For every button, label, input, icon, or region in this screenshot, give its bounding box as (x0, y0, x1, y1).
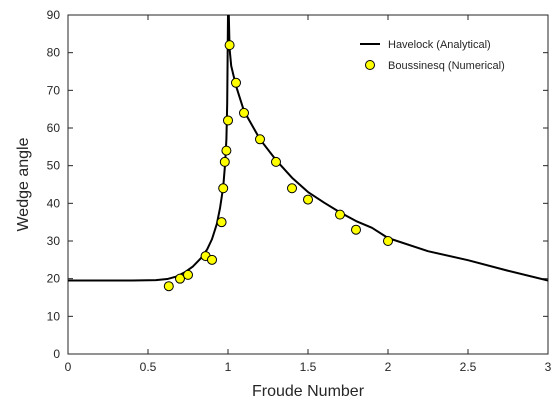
legend-label-havelock: Havelock (Analytical) (388, 39, 491, 51)
legend: Havelock (Analytical) Boussinesq (Numeri… (352, 32, 542, 84)
scatter-point (255, 134, 265, 145)
x-tick-label: 2 (385, 360, 392, 374)
scatter-point (231, 77, 241, 88)
y-tick-label: 30 (47, 234, 61, 248)
scatter-point (163, 281, 174, 292)
scatter-point (183, 269, 193, 280)
scatter-point (287, 183, 297, 194)
scatter-point (175, 273, 185, 284)
y-tick-label: 70 (47, 83, 61, 97)
scatter-point (216, 217, 227, 228)
legend-label-boussinesq: Boussinesq (Numerical) (388, 60, 505, 72)
y-tick-label: 80 (47, 46, 61, 60)
legend-box (352, 32, 542, 84)
scatter-point (239, 107, 249, 118)
x-axis-title: Froude Number (252, 383, 365, 400)
y-tick-label: 50 (47, 159, 61, 173)
legend-marker-swatch (365, 60, 375, 70)
scatter-point (303, 194, 313, 205)
y-tick-label: 10 (47, 309, 61, 323)
scatter-point (351, 224, 361, 235)
x-tick-label: 0 (65, 360, 72, 374)
scatter-point (219, 156, 230, 167)
x-tick-label: 2.5 (460, 360, 477, 374)
x-tick-label: 3 (545, 360, 552, 374)
y-tick-label: 90 (47, 8, 61, 22)
y-tick-label: 60 (47, 121, 61, 135)
y-tick-label: 40 (47, 196, 61, 210)
x-tick-label: 0.5 (140, 360, 157, 374)
series-line-havelock (68, 15, 548, 282)
scatter-point (223, 115, 233, 126)
scatter-point (207, 254, 217, 265)
scatter-point (221, 145, 232, 156)
scatter-point (335, 209, 345, 220)
scatter-point (224, 40, 235, 51)
scatter-point (218, 183, 229, 194)
y-tick-label: 0 (53, 347, 60, 361)
series-layer (68, 15, 548, 292)
scatter-point (271, 156, 281, 167)
scatter-point (383, 236, 393, 246)
y-tick-label: 20 (47, 272, 61, 286)
x-tick-label: 1 (225, 360, 232, 374)
x-tick-label: 1.5 (300, 360, 317, 374)
y-axis-title: Wedge angle (15, 137, 32, 231)
